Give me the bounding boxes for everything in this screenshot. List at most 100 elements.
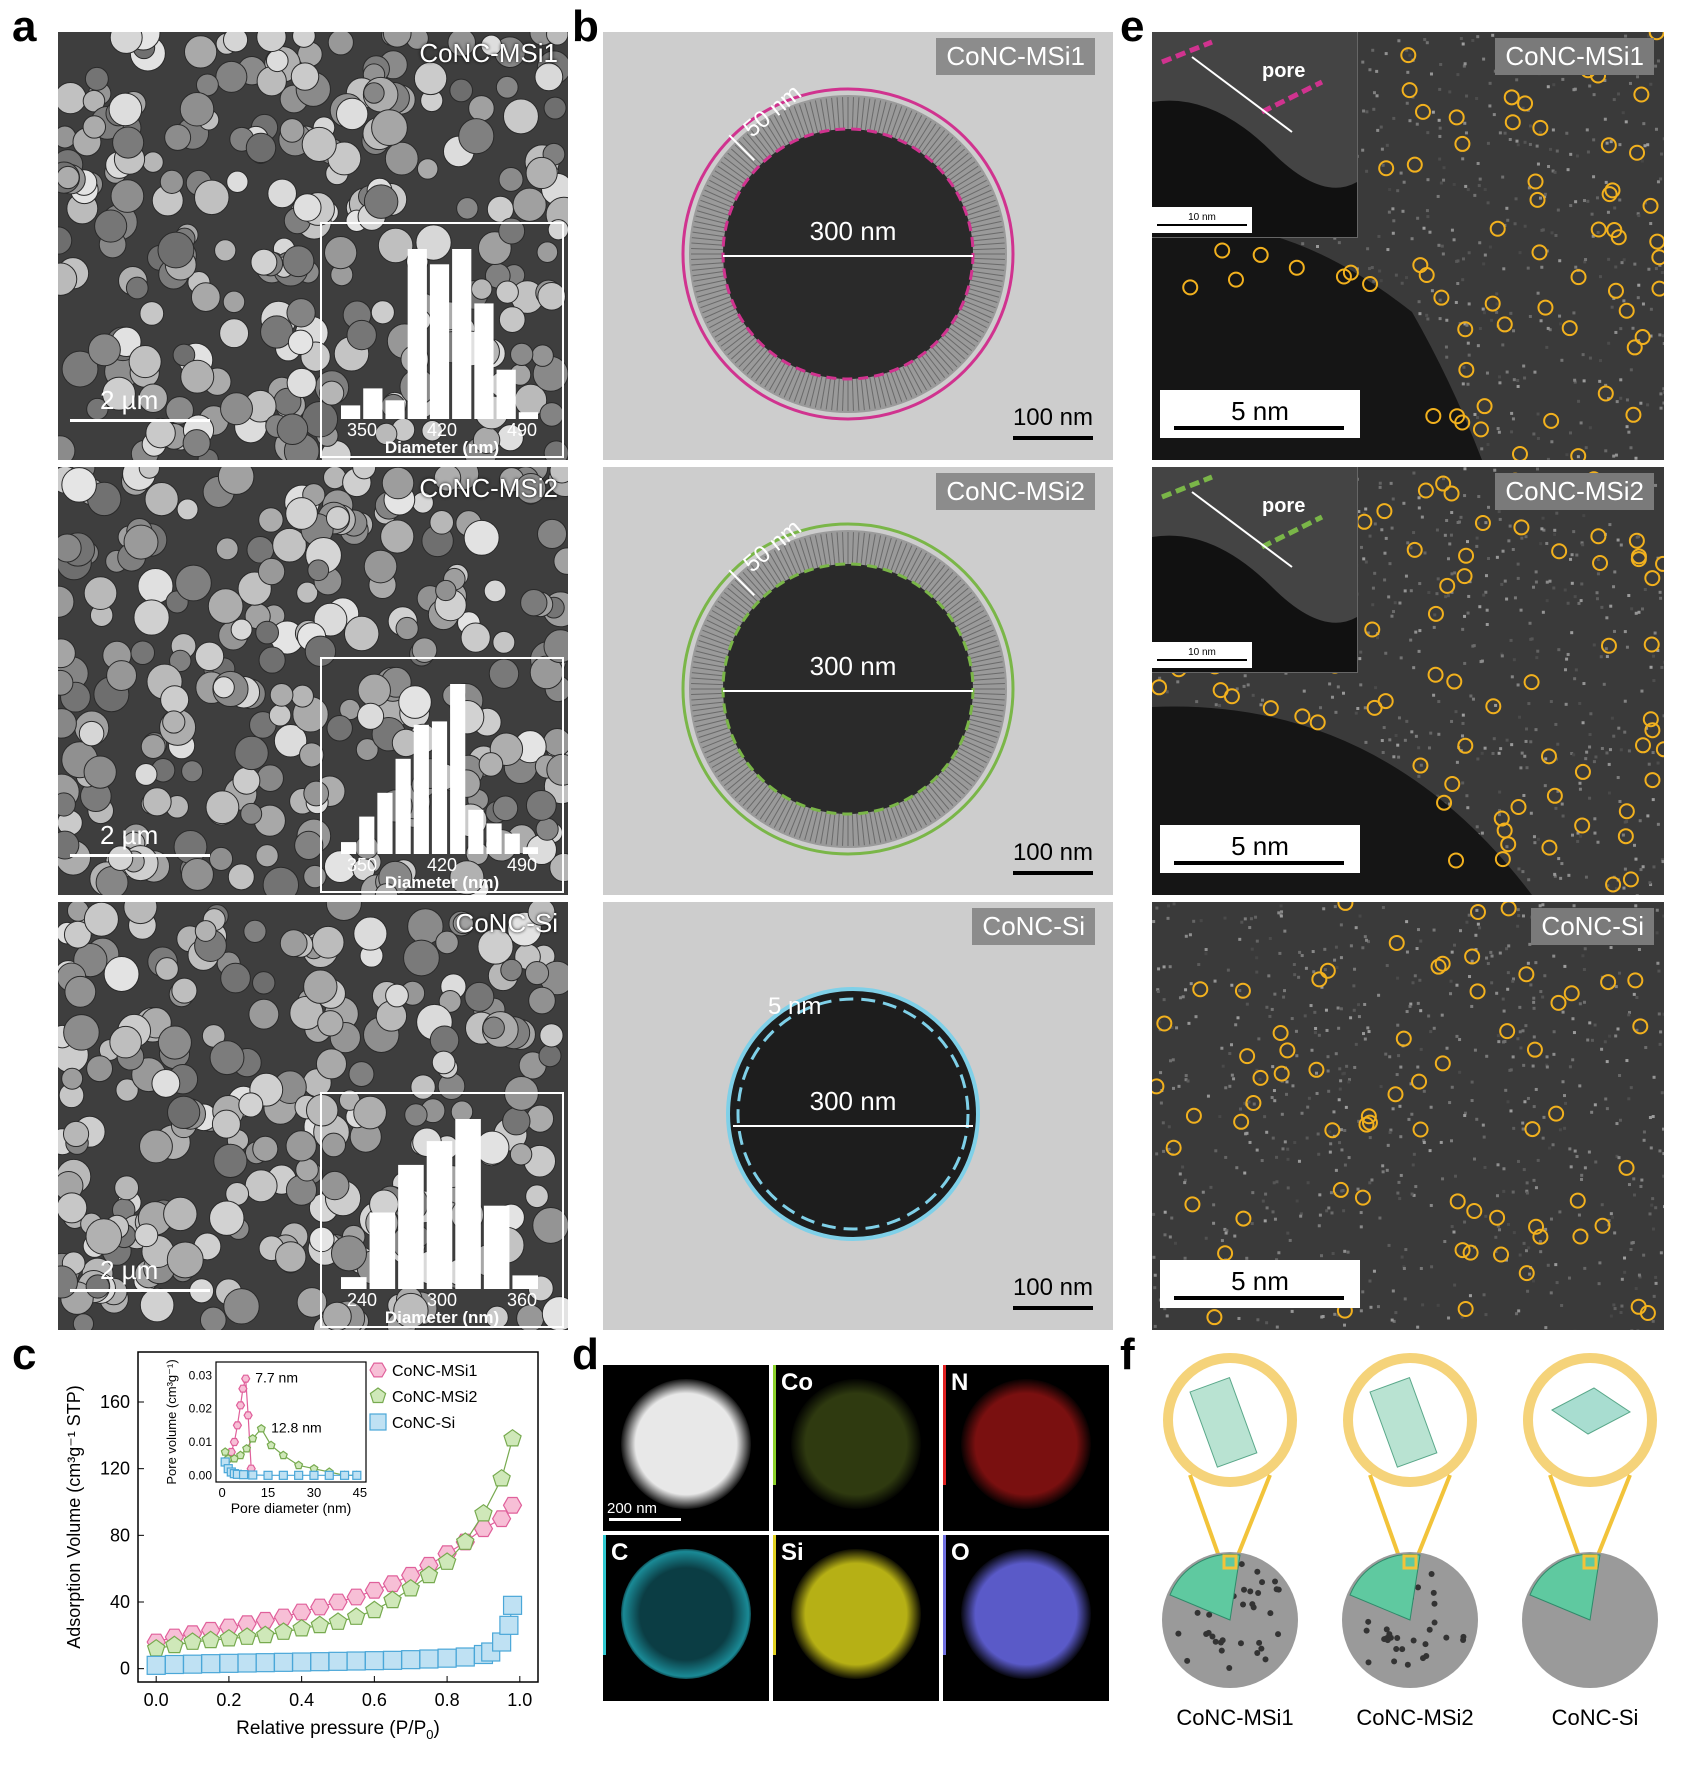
noise xyxy=(1380,739,1384,743)
noise xyxy=(1638,1275,1642,1279)
noise xyxy=(1552,1030,1556,1034)
shell-fiber xyxy=(820,812,827,844)
noise xyxy=(1573,595,1577,599)
noise xyxy=(1498,790,1502,794)
shell-fiber xyxy=(778,112,794,142)
sem-particle xyxy=(212,676,235,699)
noise xyxy=(1486,141,1490,145)
histogram-bar xyxy=(474,303,494,419)
noise xyxy=(1599,655,1603,659)
noise xyxy=(1603,117,1607,121)
noise xyxy=(1322,907,1326,911)
noise xyxy=(1634,904,1638,908)
noise xyxy=(1636,1329,1640,1330)
noise xyxy=(1387,210,1391,214)
noise xyxy=(1487,557,1491,561)
noise xyxy=(1435,528,1439,532)
single-atom-marker xyxy=(1632,1018,1649,1035)
noise xyxy=(1454,1174,1458,1178)
noise xyxy=(1480,831,1484,835)
noise xyxy=(1483,188,1487,192)
noise xyxy=(1506,218,1510,222)
shell-fiber xyxy=(825,377,832,410)
single-atom-marker xyxy=(1651,280,1664,297)
noise xyxy=(1588,796,1592,800)
noise xyxy=(1419,763,1423,767)
noise xyxy=(1545,580,1549,584)
shell-fiber xyxy=(693,710,725,717)
noise xyxy=(1581,543,1585,547)
noise xyxy=(1263,1219,1267,1223)
sem-particle xyxy=(258,646,286,674)
noise xyxy=(1640,689,1644,693)
noise xyxy=(1624,120,1628,124)
noise xyxy=(1654,1206,1658,1210)
noise xyxy=(1168,1235,1172,1239)
noise xyxy=(1489,950,1493,954)
noise xyxy=(1428,230,1432,234)
noise xyxy=(1553,170,1557,174)
shell-fiber xyxy=(951,600,979,620)
noise xyxy=(1156,988,1160,992)
noise xyxy=(1461,257,1465,261)
noise xyxy=(1558,1128,1562,1132)
noise xyxy=(1502,1189,1506,1193)
shell-fiber xyxy=(831,378,836,411)
noise xyxy=(1619,543,1623,547)
noise xyxy=(1491,751,1495,755)
noise xyxy=(1270,1096,1274,1100)
noise xyxy=(1183,1178,1187,1182)
noise xyxy=(1162,1149,1166,1153)
shell-fiber xyxy=(972,677,1005,681)
noise xyxy=(1620,1304,1624,1308)
noise xyxy=(1534,1087,1538,1091)
noise xyxy=(1485,371,1489,375)
eds-particle xyxy=(961,1549,1091,1679)
noise xyxy=(1584,446,1588,450)
sem-particle xyxy=(324,236,358,270)
shell-fiber xyxy=(877,536,887,568)
sem-particle xyxy=(222,290,246,314)
pore-edge xyxy=(1260,79,1324,115)
noise xyxy=(1471,697,1475,701)
noise xyxy=(1609,140,1613,144)
sem-particle xyxy=(227,863,255,891)
single-atom-marker xyxy=(1234,982,1251,999)
sem-particle xyxy=(357,702,385,730)
noise xyxy=(1417,506,1421,510)
noise xyxy=(1619,748,1623,752)
noise xyxy=(1616,1027,1620,1031)
inner-ring xyxy=(721,562,975,816)
noise xyxy=(1656,761,1660,765)
sem-particle xyxy=(346,319,377,351)
shell-fiber xyxy=(691,266,724,271)
shell-fiber xyxy=(702,300,733,314)
noise xyxy=(1371,603,1375,607)
sem-particle xyxy=(159,169,184,194)
eds-element-label: C xyxy=(611,1539,629,1566)
shell-fiber xyxy=(727,152,753,175)
noise xyxy=(1353,1065,1357,1069)
plot-frame xyxy=(137,1351,539,1683)
noise xyxy=(1372,107,1376,111)
single-atom-marker xyxy=(1526,1041,1543,1058)
eds-channel-bar xyxy=(603,1535,606,1655)
noise xyxy=(1437,118,1441,122)
noise xyxy=(1576,455,1580,459)
sem-particle xyxy=(83,755,117,789)
noise xyxy=(1275,1325,1279,1329)
single-atom-marker xyxy=(1457,321,1474,338)
shell-fiber xyxy=(971,231,1004,238)
inset-data-point xyxy=(220,1447,230,1456)
noise xyxy=(1277,911,1281,915)
shell-fiber xyxy=(693,661,725,668)
shell-fiber xyxy=(917,357,937,385)
noise xyxy=(1521,106,1525,110)
noise xyxy=(1651,1197,1655,1201)
sphere-pore xyxy=(1175,1630,1182,1637)
shell-fiber xyxy=(940,148,966,171)
noise xyxy=(1565,131,1569,135)
histogram-bar xyxy=(341,1277,367,1289)
noise xyxy=(1423,551,1427,555)
scale-bar-label: 100 nm xyxy=(1012,404,1093,431)
